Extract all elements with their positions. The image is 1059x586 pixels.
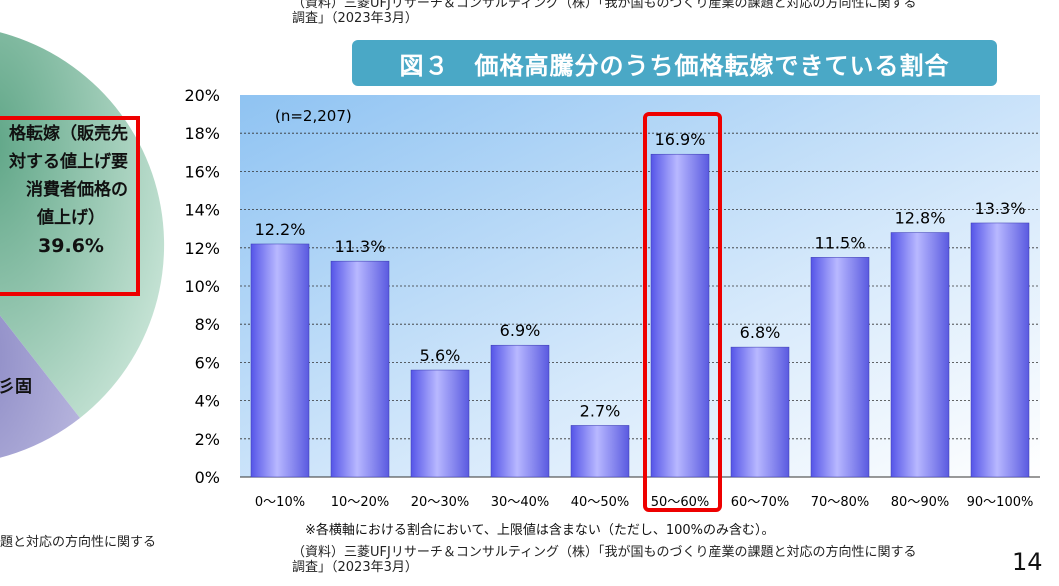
x-tick-label: 20～30% [411,495,469,510]
bar [250,243,310,478]
data-label: 6.9% [500,321,541,340]
data-label: 11.5% [815,233,866,252]
sample-size-annotation: (n=2,207) [275,107,352,125]
bar [570,425,630,478]
y-tick-label: 20% [184,86,220,105]
pie-label-line: 値上げ） [37,208,105,228]
y-tick-label: 16% [184,162,220,181]
y-tick-label: 0% [195,468,220,487]
left-source-fragment: 題と対応の方向性に関する [0,535,157,550]
bar [410,369,470,478]
bar [890,232,950,478]
data-label: 12.2% [255,220,306,239]
data-label: 6.8% [740,323,781,342]
y-tick-label: 6% [195,353,220,372]
x-tick-label: 80～90% [891,495,949,510]
y-tick-label: 4% [195,392,220,411]
pie-slice-price-pass-through [0,32,165,418]
y-tick-label: 12% [184,239,220,258]
data-label: 11.3% [335,237,386,256]
x-tick-label: 50～60% [651,495,709,510]
x-tick-label: 10～20% [331,495,389,510]
bar [810,257,870,478]
source-line: （資料）三菱UFJリサーチ＆コンサルティング（株）「我が国ものづくり産業の課題と… [292,545,917,560]
data-label: 2.7% [580,401,621,420]
data-label: 13.3% [975,199,1026,218]
chart-title: 図３ 価格高騰分のうち価格転嫁できている割合 [352,40,997,86]
footnote: ※各横軸における割合において、上限値は含まない（ただし、100%のみ含む）。 [305,523,775,538]
x-tick-label: 70～80% [811,495,869,510]
pie-label-line: 格転嫁（販売先 [9,124,128,144]
x-tick-label: 60～70% [731,495,789,510]
y-tick-label: 18% [184,124,220,143]
source-line: 調査」（2023年3月） [292,11,418,26]
y-tick-label: 8% [195,315,220,334]
data-label: 5.6% [420,346,461,365]
y-tick-label: 2% [195,430,220,449]
x-tick-label: 90～100% [967,495,1034,510]
page-number: 14 [1012,548,1043,576]
bar [730,346,790,478]
x-tick-label: 30～40% [491,495,549,510]
x-tick-label: 40～50% [571,495,629,510]
source-line: 調査」（2023年3月） [292,560,418,575]
data-label: 12.8% [895,209,946,228]
bar [490,344,550,478]
bar [330,260,390,478]
x-tick-label: 0～10% [255,495,305,510]
pie-label-value: 39.6% [38,235,104,257]
pie-highlight-box: 格転嫁（販売先 対する値上げ要 消費者価格の 値上げ） 39.6% [0,116,140,296]
pie-label-line: 対する値上げ要 [9,152,128,172]
y-tick-label: 10% [184,277,220,296]
pie-chart-fragment [0,32,165,458]
pie-slice-other [0,315,80,458]
pie-label-line: 消費者価格の [26,180,128,200]
bar [650,153,710,478]
pie-other-label: 彡固 [0,377,32,397]
source-bottom: （資料）三菱UFJリサーチ＆コンサルティング（株）「我が国ものづくり産業の課題と… [292,545,917,575]
source-line: （資料）三菱UFJリサーチ＆コンサルティング（株）「我が国ものづくり産業の課題と… [292,0,917,11]
data-label: 16.9% [655,130,706,149]
highlight-box [643,112,722,512]
y-tick-label: 14% [184,201,220,220]
bar [970,222,1030,478]
source-top: （資料）三菱UFJリサーチ＆コンサルティング（株）「我が国ものづくり産業の課題と… [292,0,917,26]
